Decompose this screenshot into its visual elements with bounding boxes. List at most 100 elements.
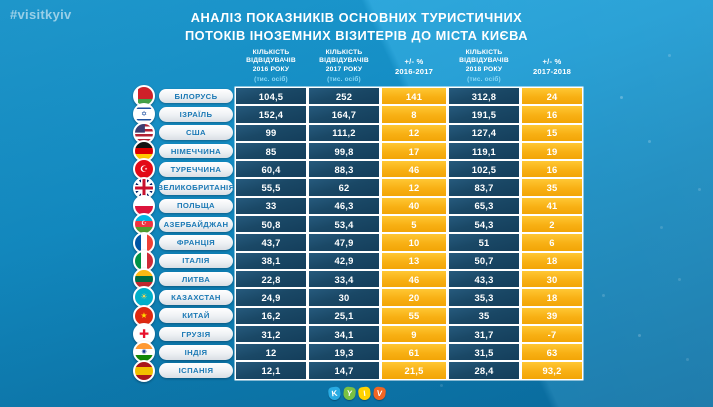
cell-row15-visitors-2018: 31,5 — [449, 344, 519, 361]
cell-row13-visitors-2018: 35 — [449, 307, 519, 324]
hashtag-watermark: #visitkyiv — [10, 7, 72, 22]
country-label: ІСПАНІЯ — [159, 363, 233, 378]
azerbaijan-emblem-icon: ☪ — [141, 221, 147, 228]
cell-row13-pct-2016-2017: 55 — [382, 307, 446, 324]
cell-row7-visitors-2017: 46,3 — [309, 197, 379, 215]
column-header-line: 2017 РОКУ — [325, 65, 363, 73]
cell-row13-visitors-2016: 16,2 — [236, 307, 306, 324]
cell-row4-visitors-2018: 119,1 — [449, 142, 519, 160]
cell-row14-pct-2016-2017: 9 — [382, 325, 446, 343]
cell-row14-visitors-2018: 31,7 — [449, 325, 519, 343]
country-flag-belarus — [132, 85, 156, 108]
cell-row9-visitors-2016: 43,7 — [236, 234, 306, 251]
column-header-line: КІЛЬКІСТЬ — [252, 48, 290, 56]
cell-row8-pct-2017-2018: 2 — [522, 216, 582, 233]
column-header-line: КІЛЬКІСТЬ — [325, 48, 363, 56]
cell-row2-visitors-2018: 191,5 — [449, 106, 519, 123]
cell-row3-visitors-2016: 99 — [236, 124, 306, 141]
country-flag-india: ◉ — [132, 341, 156, 364]
country-label: ЛИТВА — [159, 271, 233, 287]
cell-row5-pct-2016-2017: 46 — [382, 161, 446, 178]
cell-row16-visitors-2017: 14,7 — [309, 362, 379, 379]
column-header-line: 2018 РОКУ — [465, 65, 503, 73]
country-flag-uk — [132, 176, 156, 199]
georgia-emblem-icon: ✚ — [138, 327, 150, 342]
cell-row16-visitors-2016: 12,1 — [236, 362, 306, 379]
cell-row16-pct-2016-2017: 21,5 — [382, 362, 446, 379]
cell-row12-visitors-2016: 24,9 — [236, 289, 306, 306]
turkey-emblem-icon: ☪ — [139, 163, 149, 174]
country-label: ГРУЗІЯ — [159, 326, 233, 342]
cell-row2-visitors-2016: 152,4 — [236, 106, 306, 123]
cell-row5-pct-2017-2018: 16 — [522, 161, 582, 178]
cell-row1-visitors-2016: 104,5 — [236, 88, 306, 105]
page-title-line-2: ПОТОКІВ ІНОЗЕМНИХ ВІЗИТЕРІВ ДО МІСТА КИЄ… — [184, 28, 529, 44]
column-header-pct-2016-2017: +/- % 2016-2017 — [382, 46, 446, 86]
country-flag-france — [132, 231, 156, 254]
column-header-line: +/- % — [542, 57, 562, 67]
country-label: ВЕЛИКОБРИТАНІЯ — [159, 180, 233, 195]
cell-row9-pct-2016-2017: 10 — [382, 234, 446, 251]
kyiv-logo-letter-i: I — [357, 386, 371, 401]
kyiv-logo-letter-v: V — [372, 386, 386, 401]
column-header-line: 2016 РОКУ — [252, 65, 290, 73]
cell-row8-pct-2016-2017: 5 — [382, 216, 446, 233]
cell-row12-pct-2017-2018: 18 — [522, 289, 582, 306]
cell-row2-pct-2017-2018: 16 — [522, 106, 582, 123]
column-header-visitors-2018: КІЛЬКІСТЬ ВІДВІДУВАЧІВ 2018 РОКУ (тис. осіб… — [449, 46, 519, 86]
cell-row14-visitors-2017: 34,1 — [309, 325, 379, 343]
cell-row15-pct-2017-2018: 63 — [522, 344, 582, 361]
column-header-line: 2017-2018 — [532, 67, 572, 77]
india-emblem-icon: ◉ — [141, 349, 147, 356]
column-header-unit: (тис. осіб) — [327, 75, 361, 83]
cell-row4-visitors-2016: 85 — [236, 142, 306, 160]
country-label: КАЗАХСТАН — [159, 290, 233, 305]
column-header-line: ВІДВІДУВАЧІВ — [246, 57, 296, 65]
country-label: США — [159, 125, 233, 141]
cell-row3-pct-2017-2018: 15 — [522, 124, 582, 141]
country-label: ПОЛЬЩА — [159, 198, 233, 214]
column-header-line: КІЛЬКІСТЬ — [465, 48, 503, 56]
cell-row13-visitors-2017: 25,1 — [309, 307, 379, 324]
country-label: ІНДІЯ — [159, 345, 233, 360]
cell-row5-visitors-2016: 60,4 — [236, 161, 306, 178]
kyiv-logo-letter-k: K — [327, 386, 341, 401]
cell-row15-visitors-2016: 12 — [236, 344, 306, 361]
country-label: КИТАЙ — [159, 308, 233, 323]
cell-row10-pct-2016-2017: 13 — [382, 252, 446, 269]
country-label: БІЛОРУСЬ — [159, 88, 233, 104]
country-flag-israel: ✡ — [132, 103, 156, 126]
cell-row7-pct-2017-2018: 41 — [522, 197, 582, 215]
cell-row2-pct-2016-2017: 8 — [382, 106, 446, 123]
cell-row16-pct-2017-2018: 93,2 — [522, 362, 582, 379]
cell-row7-visitors-2016: 33 — [236, 197, 306, 215]
cell-row9-visitors-2018: 51 — [449, 234, 519, 251]
column-header-line: ВІДВІДУВАЧІВ — [319, 57, 369, 65]
cell-row6-pct-2017-2018: 35 — [522, 179, 582, 196]
cell-row1-visitors-2018: 312,8 — [449, 88, 519, 105]
country-flag-china: ★ — [132, 304, 156, 327]
cell-row10-visitors-2016: 38,1 — [236, 252, 306, 269]
country-flag-turkey: ☪ — [132, 158, 156, 181]
cell-row4-pct-2016-2017: 17 — [382, 142, 446, 160]
country-label: ТУРЕЧЧИНА — [159, 162, 233, 177]
cell-row15-visitors-2017: 19,3 — [309, 344, 379, 361]
cell-row12-pct-2016-2017: 20 — [382, 289, 446, 306]
cell-row10-pct-2017-2018: 18 — [522, 252, 582, 269]
cell-row3-visitors-2018: 127,4 — [449, 124, 519, 141]
cell-row10-visitors-2018: 50,7 — [449, 252, 519, 269]
country-flag-lithuania — [132, 268, 156, 291]
country-flag-kazakhstan: ☀ — [132, 286, 156, 309]
column-header-unit: (тис. осіб) — [254, 75, 288, 83]
cell-row16-visitors-2018: 28,4 — [449, 362, 519, 379]
cell-row9-visitors-2017: 47,9 — [309, 234, 379, 251]
cell-row15-pct-2016-2017: 61 — [382, 344, 446, 361]
kazakhstan-emblem-icon: ☀ — [140, 292, 148, 302]
column-header-visitors-2017: КІЛЬКІСТЬ ВІДВІДУВАЧІВ 2017 РОКУ (тис. осіб… — [309, 46, 379, 86]
cell-row12-visitors-2018: 35,3 — [449, 289, 519, 306]
tourism-table: КІЛЬКІСТЬ ВІДВІДУВАЧІВ 2016 РОКУ (тис. осіб… — [132, 46, 582, 382]
cell-row11-visitors-2016: 22,8 — [236, 270, 306, 288]
column-header-line: 2016-2017 — [394, 67, 434, 77]
cell-row5-visitors-2017: 88,3 — [309, 161, 379, 178]
